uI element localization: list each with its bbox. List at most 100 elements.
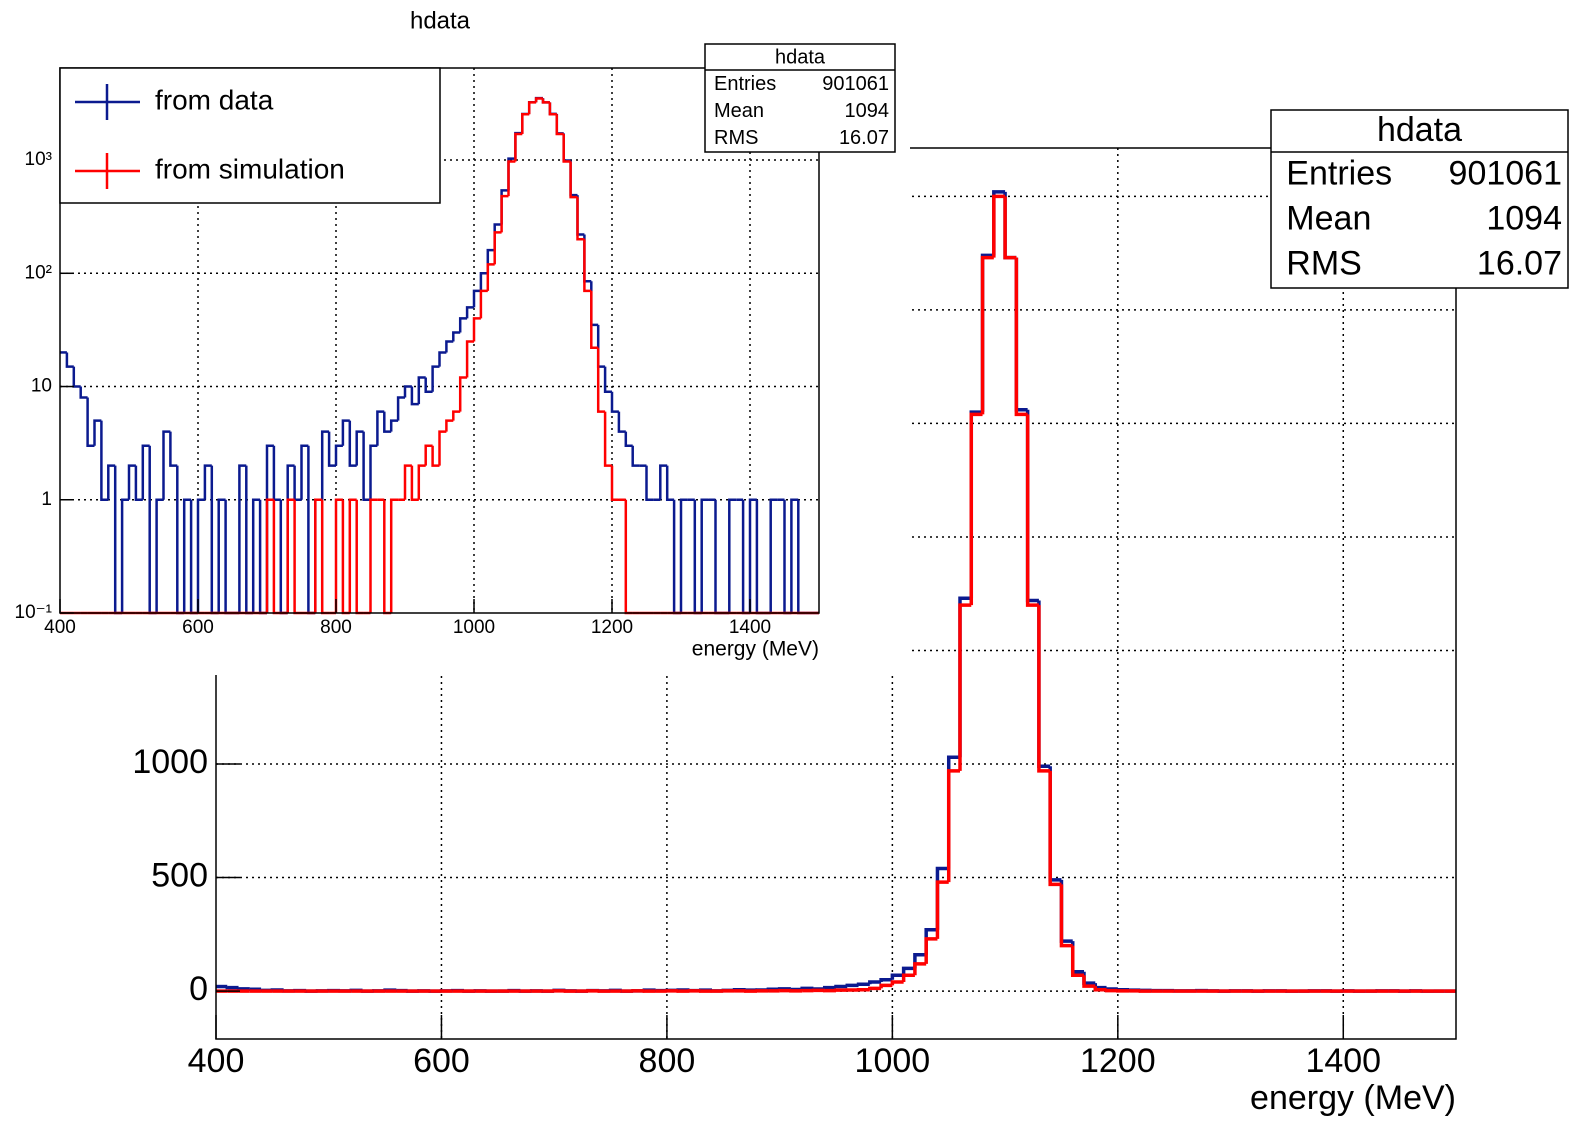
stats-box [704,43,896,153]
histogram-bin [238,464,247,613]
histogram-bin [203,464,212,500]
x-tick-label: 800 [639,1042,696,1080]
histogram-bin [452,331,461,342]
histogram-bin [334,498,343,613]
stats-label: Mean [714,100,764,122]
histogram-bin [93,419,102,446]
histogram-bin [369,444,378,500]
histogram-bin [452,410,461,421]
histogram-bin [1093,986,1107,992]
histogram-bin [969,412,983,606]
histogram-bin [341,419,350,446]
histogram-bin [417,376,426,405]
histogram-bin [1003,196,1017,260]
histogram-bin [376,410,385,446]
legend-label: from simulation [155,153,345,184]
histogram-bin [236,987,250,991]
histogram-bin [355,430,364,466]
histogram-bin [555,114,564,136]
histogram-bin [155,498,164,613]
histogram-bin [410,465,419,502]
histogram-bin [541,98,550,104]
histogram-bin [225,985,239,990]
histogram-bin [822,985,836,990]
histogram-bin [383,411,392,433]
histogram-bin [327,431,336,467]
histogram-bin [458,376,468,412]
histogram-bin [65,352,74,368]
histogram-bin [610,391,619,413]
histogram-bin [659,464,668,500]
histogram-bin [465,340,474,378]
stats-value: 1094 [845,100,890,122]
x-axis-label: energy (MeV) [692,638,819,661]
y-tick-label: 10³ [25,149,52,170]
chart-title: hdata [410,7,471,34]
histogram-bin [500,194,509,233]
histogram-bin [624,431,633,447]
histogram-bin [1104,987,1118,991]
histogram-bin [79,386,88,399]
histogram-bin [403,385,412,398]
stats-value: 901061 [1449,154,1562,192]
histogram-bin [100,420,109,502]
histogram-bin [403,464,412,500]
histogram-bin [107,464,116,500]
histogram-bin [1070,945,1084,977]
histogram-bin [576,197,585,241]
histogram-bin [901,973,915,983]
x-tick-label: 1000 [855,1042,931,1080]
histogram-bin [217,498,226,613]
histogram-bin [348,420,357,467]
histogram-bin [1048,770,1062,887]
histogram-bin [396,396,405,421]
histogram-bin [300,444,309,500]
histogram-bin [472,317,481,342]
histogram-bin [603,366,612,393]
histogram-bin [265,498,274,613]
histogram-bin [665,465,675,502]
stats-value: 1094 [1486,199,1562,237]
histogram-bin [617,411,626,433]
histogram-bin [1014,257,1028,417]
histogram-bin [527,101,537,115]
x-tick-label: 400 [44,617,76,638]
histogram-bin [980,255,994,415]
histogram-bin [493,231,502,265]
histogram-bin [913,962,927,976]
histogram-bin [521,112,530,134]
histogram-bin [534,97,543,103]
x-tick-label: 1200 [591,617,633,638]
stats-label: Entries [714,73,776,95]
histogram-bin [120,498,129,613]
stats-title: hdata [775,46,826,68]
histogram-bin [610,465,619,502]
histogram-bin [389,498,399,613]
stats-box [1270,109,1569,289]
chart: 400 600 800 1000 1200 1400 10⁻¹ 1 10 10² 10³ energy… [0,0,910,675]
histogram-bin [603,411,612,467]
histogram-bin [679,498,688,613]
histogram-bin [162,430,171,500]
histogram-bin [548,102,557,116]
x-axis-label: energy (MeV) [1250,1079,1456,1117]
x-tick-label: 1200 [1080,1042,1156,1080]
histogram-bin [127,464,136,500]
histogram-bin [1059,884,1073,948]
histogram-bin [486,263,495,291]
legend-label: from data [155,84,274,115]
histogram-bin [631,445,640,467]
histogram-bin [700,498,709,613]
histogram-bin [507,160,516,197]
stats-value: 16.07 [1477,244,1562,282]
y-tick-label: 10 [31,376,52,397]
histogram-bin [868,980,882,985]
histogram-bin [389,419,399,432]
stats-label: Mean [1286,199,1371,237]
histogram-bin [465,306,474,319]
stats-value: 16.07 [839,127,889,149]
histogram-bin [424,377,433,393]
histogram-bin [890,980,904,986]
x-tick-label: 600 [413,1042,470,1080]
